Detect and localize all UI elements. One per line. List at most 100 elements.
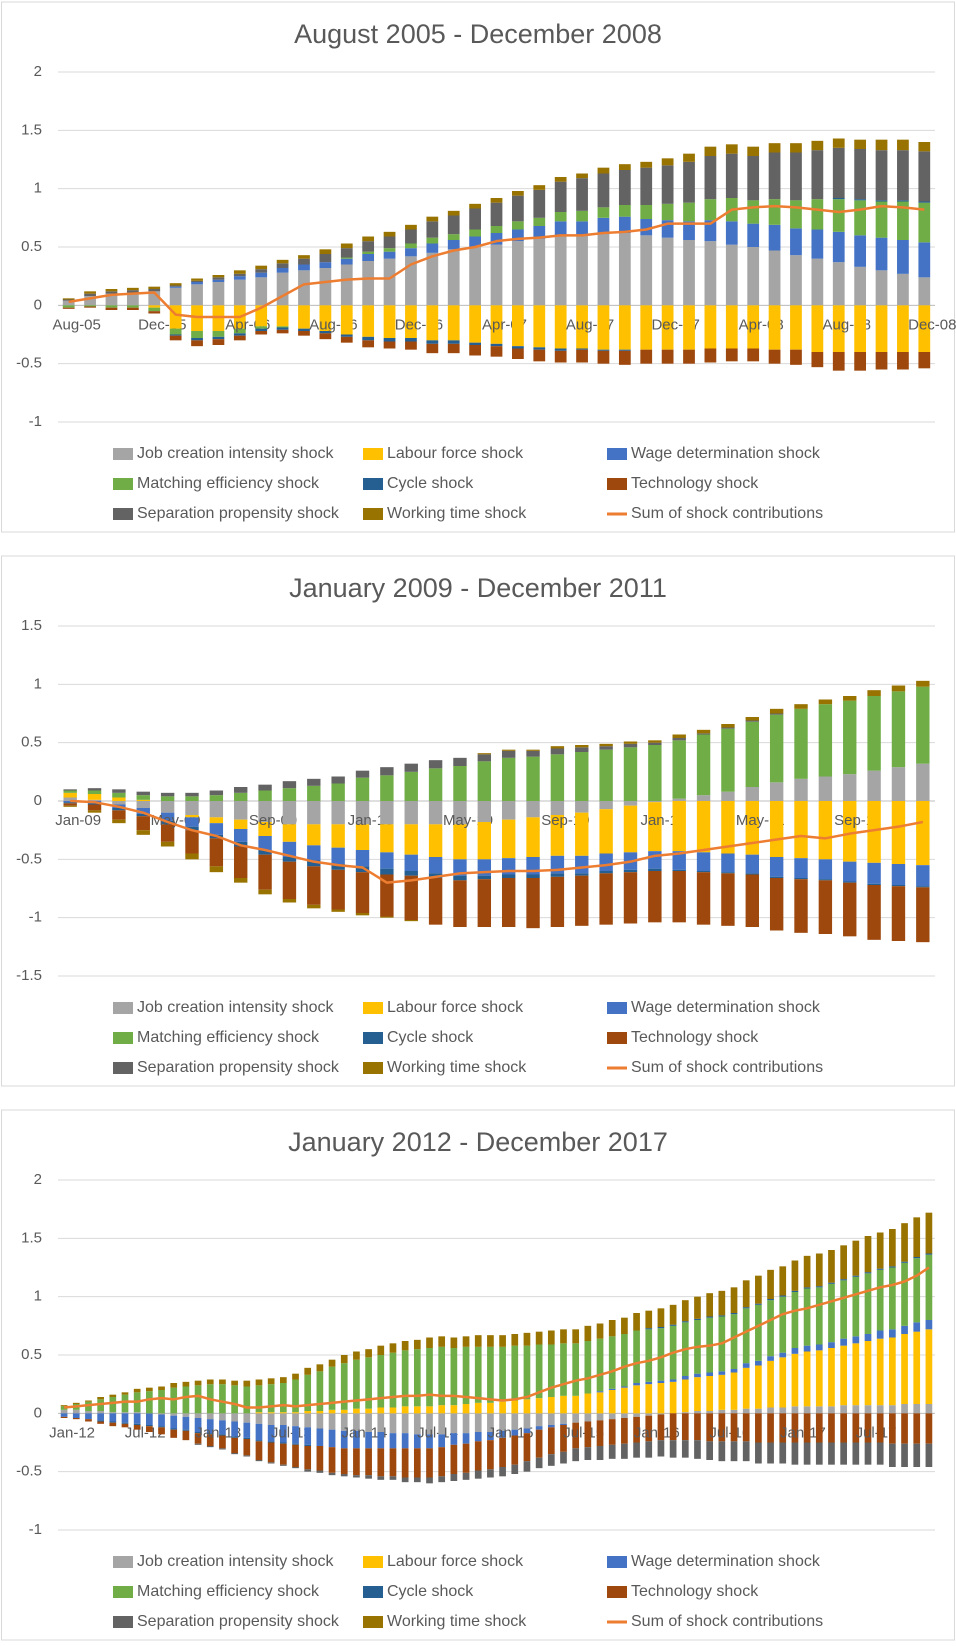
bar-segment [389,1433,397,1449]
bar-segment [233,335,246,341]
bar-segment [818,801,833,860]
bar-segment [550,873,565,877]
bar-segment [608,1444,616,1459]
bar-segment [618,170,631,205]
legend-swatch [607,1032,627,1044]
bar-segment [876,1268,884,1270]
y-tick-label: 1.5 [21,617,42,634]
bar-segment [255,331,268,335]
bar-segment [112,789,126,793]
bar-segment [212,282,225,306]
bar-segment [340,258,353,265]
bar-segment [597,305,610,350]
y-tick-label: -1 [29,1521,42,1538]
bar-segment [219,1435,226,1449]
bar-segment [584,1421,592,1448]
bar-segment [353,1413,360,1431]
bar-segment [307,824,321,846]
bar-segment [791,1348,799,1354]
bar-segment [512,191,524,196]
bar-segment [170,1429,178,1438]
bar-segment [276,329,289,334]
bar-segment [383,258,396,306]
bar-segment [453,875,467,881]
bar-segment [87,803,102,805]
bar-segment [618,205,631,217]
legend-label: Technology shock [631,1029,759,1046]
bar-segment [404,824,418,855]
bar-segment [721,801,735,854]
bar-segment [828,1442,835,1465]
bar-segment [72,1418,80,1420]
bar-segment [706,1411,714,1414]
bar-segment [672,851,686,870]
bar-segment [331,847,345,864]
bar-segment [447,340,460,344]
bar-segment [864,1341,872,1406]
bar-segment [648,745,662,801]
bar-segment [768,250,781,306]
bar-segment [683,349,695,364]
bar-segment [791,1292,799,1348]
bar-segment [696,801,711,853]
bar-segment [897,139,909,151]
bar-segment [133,1388,141,1393]
bar-segment [815,1413,823,1443]
bar-segment [889,1267,896,1330]
bar-segment [255,265,268,270]
bar-segment [852,1405,860,1414]
bar-segment [169,283,182,286]
legend-label: Wage determination shock [631,999,821,1016]
bar-segment [854,199,867,201]
bar-segment [404,801,418,825]
bar-segment [453,801,467,825]
bar-segment [85,1411,92,1414]
bar-segment [657,1440,665,1457]
bar-segment [209,866,224,873]
chart-title: January 2009 - December 2011 [289,573,667,603]
bar-segment [474,1335,482,1347]
bar-segment [298,331,310,336]
bar-segment [136,816,150,831]
bar-segment [755,1408,762,1414]
bar-segment [474,1432,482,1442]
bar-segment [328,1472,336,1476]
bar-segment [891,886,906,941]
bar-segment [897,240,909,274]
bar-segment [843,801,857,862]
bar-segment [319,268,332,306]
bar-segment [267,1412,275,1414]
bar-segment [279,1377,287,1383]
bar-segment [645,1441,653,1458]
bar-segment [499,1467,506,1477]
bar-segment [811,150,824,200]
bar-segment [340,264,353,306]
bar-segment [876,1232,884,1269]
bar-segment [742,1307,750,1309]
bar-segment [331,909,345,912]
bar-segment [854,139,867,149]
bar-segment [426,1406,433,1414]
bar-segment [745,717,759,721]
bar-segment [158,1413,165,1415]
bar-segment [790,200,802,229]
bar-segment [794,858,808,878]
bar-segment [547,1397,555,1414]
bar-segment [533,185,546,190]
bar-segment [377,1407,385,1414]
bar-segment [901,1334,908,1404]
legend-swatch [363,1062,383,1074]
bar-segment [447,215,460,235]
bar-segment [243,1413,251,1423]
bar-segment [243,1386,251,1414]
bar-segment [383,251,396,259]
bar-segment [694,1373,701,1378]
bar-segment [876,1269,884,1331]
bar-segment [105,307,118,310]
legend-swatch [113,1032,133,1044]
bar-segment [889,1405,896,1414]
bar-segment [511,1429,519,1436]
bar-segment [925,1329,933,1404]
bar-segment [718,1413,726,1442]
x-tick-label: Jan-09 [55,812,101,829]
